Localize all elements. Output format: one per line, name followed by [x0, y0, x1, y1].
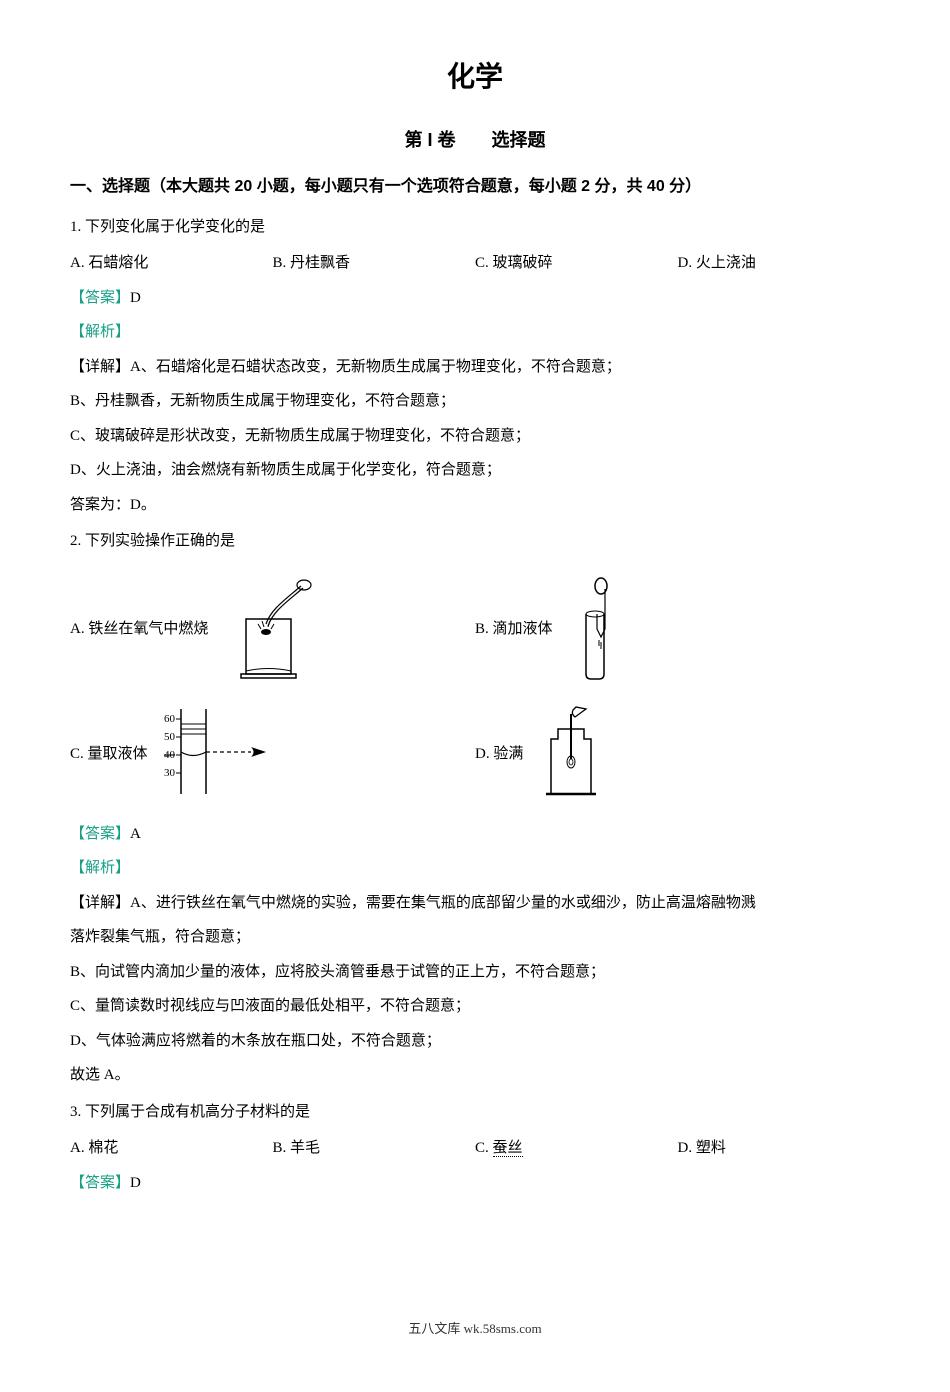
answer-label: 【答案】	[70, 826, 130, 842]
q2-analysis-label: 【解析】	[70, 854, 880, 883]
q2-option-b: B. 滴加液体	[475, 574, 880, 684]
q1-option-b: B. 丹桂飘香	[273, 249, 476, 278]
q3-option-c: C. 蚕丝	[475, 1134, 678, 1163]
q2-detail-c: C、量筒读数时视线应与凹液面的最低处相平，不符合题意；	[70, 992, 880, 1021]
tick-50: 50	[164, 731, 176, 743]
q1-option-a: A. 石蜡熔化	[70, 249, 273, 278]
q3-c-dotted: 蚕丝	[493, 1140, 523, 1157]
page-title: 化学	[70, 50, 880, 103]
q2-c-label: C. 量取液体	[70, 740, 148, 769]
q2-stem: 2. 下列实验操作正确的是	[70, 527, 880, 556]
graduated-cylinder-figure: 60 50 40 30	[156, 704, 286, 804]
detail-label: 【详解】	[70, 359, 130, 375]
tick-60: 60	[164, 713, 176, 725]
q2-d-label: D. 验满	[475, 740, 523, 769]
q3-option-b: B. 羊毛	[273, 1134, 476, 1163]
answer-value: D	[130, 1175, 141, 1191]
q2-option-d: D. 验满	[475, 704, 880, 804]
section-header: 一、选择题（本大题共 20 小题，每小题只有一个选项符合题意，每小题 2 分，共…	[70, 172, 880, 202]
dropper-figure	[561, 574, 631, 684]
answer-label: 【答案】	[70, 290, 130, 306]
q1-stem: 1. 下列变化属于化学变化的是	[70, 213, 880, 242]
q1-answer: 【答案】D	[70, 284, 880, 313]
q2-final: 故选 A。	[70, 1061, 880, 1090]
q2-answer: 【答案】A	[70, 820, 880, 849]
q1-detail-a: 【详解】A、石蜡熔化是石蜡状态改变，无新物质生成属于物理变化，不符合题意；	[70, 353, 880, 382]
q1-option-c: C. 玻璃破碎	[475, 249, 678, 278]
q2-options-row2: C. 量取液体 60 50 40 30 D. 验满	[70, 694, 880, 814]
q1-detail-b: B、丹桂飘香，无新物质生成属于物理变化，不符合题意；	[70, 387, 880, 416]
q2-a-label: A. 铁丝在氧气中燃烧	[70, 615, 208, 644]
q1-detail-d: D、火上浇油，油会燃烧有新物质生成属于化学变化，符合题意；	[70, 456, 880, 485]
q2-options-row1: A. 铁丝在氧气中燃烧 B. 滴加液体	[70, 564, 880, 694]
q2-detail-d: D、气体验满应将燃着的木条放在瓶口处，不符合题意；	[70, 1027, 880, 1056]
q3-answer: 【答案】D	[70, 1169, 880, 1198]
q1-analysis-label: 【解析】	[70, 318, 880, 347]
paper-subtitle: 第 I 卷 选择题	[70, 123, 880, 157]
q1-options: A. 石蜡熔化 B. 丹桂飘香 C. 玻璃破碎 D. 火上浇油	[70, 249, 880, 278]
q2-option-a: A. 铁丝在氧气中燃烧	[70, 574, 475, 684]
detail-label: 【详解】	[70, 895, 130, 911]
answer-label: 【答案】	[70, 1175, 130, 1191]
q2-detail-a1: 【详解】A、进行铁丝在氧气中燃烧的实验，需要在集气瓶的底部留少量的水或细沙，防止…	[70, 889, 880, 918]
tick-40: 40	[164, 749, 176, 761]
q2-detail-a2: 落炸裂集气瓶，符合题意；	[70, 923, 880, 952]
q3-option-d: D. 塑料	[678, 1134, 881, 1163]
gas-full-check-figure	[531, 704, 621, 804]
q1-final: 答案为：D。	[70, 491, 880, 520]
q3-option-a: A. 棉花	[70, 1134, 273, 1163]
q1-option-d: D. 火上浇油	[678, 249, 881, 278]
iron-wire-oxygen-figure	[216, 574, 326, 684]
q1-detail-c: C、玻璃破碎是形状改变，无新物质生成属于物理变化，不符合题意；	[70, 422, 880, 451]
answer-value: A	[130, 826, 141, 842]
q3-c-prefix: C.	[475, 1140, 493, 1156]
detail-text: A、石蜡熔化是石蜡状态改变，无新物质生成属于物理变化，不符合题意；	[130, 359, 621, 375]
answer-value: D	[130, 290, 141, 306]
q2-option-c: C. 量取液体 60 50 40 30	[70, 704, 475, 804]
detail-text: A、进行铁丝在氧气中燃烧的实验，需要在集气瓶的底部留少量的水或细沙，防止高温熔融…	[130, 895, 756, 911]
q3-options: A. 棉花 B. 羊毛 C. 蚕丝 D. 塑料	[70, 1134, 880, 1163]
page-footer: 五八文库 wk.58sms.com	[70, 1317, 880, 1342]
q3-stem: 3. 下列属于合成有机高分子材料的是	[70, 1098, 880, 1127]
q2-b-label: B. 滴加液体	[475, 615, 553, 644]
q2-detail-b: B、向试管内滴加少量的液体，应将胶头滴管垂悬于试管的正上方，不符合题意；	[70, 958, 880, 987]
tick-30: 30	[164, 767, 176, 779]
